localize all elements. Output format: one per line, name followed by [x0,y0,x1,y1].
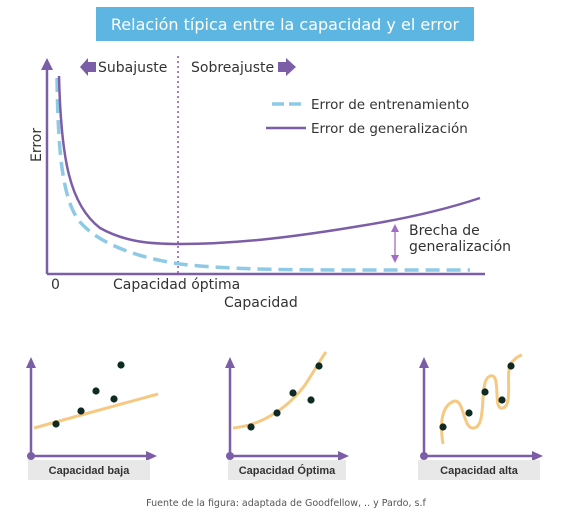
overfit-arrow-icon [278,58,296,76]
mini-chart-low: Capacidad baja [26,357,159,480]
mini-opt-x-arrowhead [338,451,349,461]
data-point [481,388,489,396]
x-axis-label: Capacidad [224,295,298,311]
underfit-arrow-icon [80,58,96,76]
data-point [315,362,323,370]
legend-training-label: Error de entrenamiento [311,97,469,113]
legend-generalization-label: Error de generalización [311,121,468,137]
mini-high-x-arrowhead [532,451,543,461]
mini-high-y-arrowhead [419,357,429,368]
data-point [92,387,100,395]
source-note: Fuente de la figura: adaptada de Goodfel… [146,498,426,509]
main-y-axis-arrowhead [41,58,53,70]
data-point [117,361,125,369]
data-point [289,389,297,397]
figure-title: Relación típica entre la capacidad y el … [110,14,460,34]
data-point [465,409,473,417]
mini-opt-label: Capacidad Óptima [239,464,336,477]
gap-arrow-down-icon [391,255,399,263]
training-error-curve [55,77,470,272]
underfit-label: Subajuste [98,60,167,76]
data-point [110,395,118,403]
title-banner: Relación típica entre la capacidad y el … [96,7,474,41]
mini-opt-fit-curve [232,351,328,430]
mini-opt-y-arrowhead [225,357,235,368]
mini-low-x-arrowhead [146,451,157,461]
mini-chart-optimal: Capacidad Óptima [225,351,349,480]
gap-arrow-up-icon [391,224,399,232]
data-point [247,423,255,431]
mini-opt-origin-dot [226,452,234,460]
origin-label: 0 [51,277,60,293]
mini-opt-label-bg [228,460,346,480]
mini-high-label: Capacidad alta [440,465,519,477]
mini-high-fit-curve [440,353,523,445]
mini-chart-high: Capacidad alta [418,353,543,480]
mini-low-y-arrowhead [26,357,36,368]
generalization-error-curve [57,75,481,246]
main-chart: Subajuste Sobreajuste Error de entrenami… [29,56,511,311]
mini-low-label: Capacidad baja [49,465,131,477]
mini-high-origin-dot [420,452,428,460]
data-point [273,409,281,417]
gap-label-line1: Brecha de [409,223,480,239]
mini-low-label-bg [28,460,150,480]
data-point [77,407,85,415]
data-point [507,362,515,370]
optimal-capacity-label: Capacidad óptima [113,277,240,293]
data-point [307,396,315,404]
data-point [52,420,60,428]
gap-label-line2: generalización [409,239,511,255]
data-point [498,396,506,404]
mini-high-label-bg [418,460,540,480]
data-point [439,423,447,431]
overfit-label: Sobreajuste [191,60,274,76]
mini-low-origin-dot [27,452,35,460]
y-axis-label: Error [29,128,45,162]
